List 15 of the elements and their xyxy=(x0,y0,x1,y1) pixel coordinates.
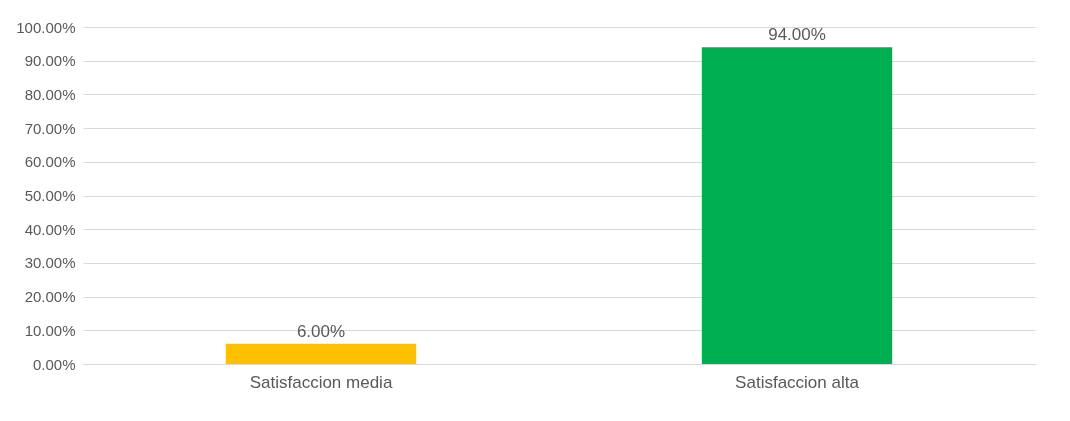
y-tick-label: 0.00% xyxy=(32,355,76,373)
y-tick-label: 90.00% xyxy=(24,52,76,70)
y-tick-label: 20.00% xyxy=(24,288,76,306)
x-tick-label: Satisfaccion media xyxy=(249,372,393,392)
x-tick-label: Satisfaccion alta xyxy=(735,372,860,392)
y-tick-label: 10.00% xyxy=(24,321,76,339)
y-tick-label: 40.00% xyxy=(24,220,76,238)
y-tick-label: 70.00% xyxy=(24,119,76,137)
y-tick-label: 60.00% xyxy=(24,153,76,171)
data-label: 6.00% xyxy=(296,321,346,341)
y-tick-label: 30.00% xyxy=(24,254,76,272)
data-label: 94.00% xyxy=(768,25,826,45)
y-tick-label: 50.00% xyxy=(24,187,76,204)
y-tick-label: 80.00% xyxy=(24,85,76,103)
y-tick-label: 100.00% xyxy=(16,18,76,36)
